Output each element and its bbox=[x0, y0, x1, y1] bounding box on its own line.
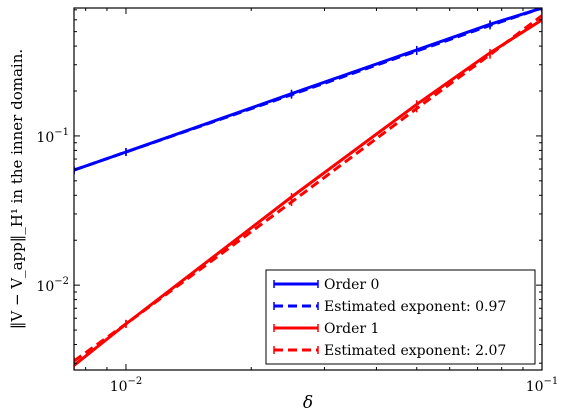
x-tick-label: 10−2 bbox=[110, 376, 143, 395]
plot-frame bbox=[73, 7, 543, 371]
legend-label-0: Order 0 bbox=[324, 277, 379, 293]
y-tick-label: 10−1 bbox=[36, 127, 69, 146]
legend-label-3: Estimated exponent: 2.07 bbox=[324, 343, 506, 359]
x-axis-label: δ bbox=[303, 393, 313, 413]
legend: Order 0 Estimated exponent: 0.97 Order 1 Es… bbox=[265, 269, 536, 365]
legend-label-1: Estimated exponent: 0.97 bbox=[324, 299, 506, 315]
legend-box bbox=[265, 269, 536, 365]
plot-series bbox=[74, 8, 542, 370]
axis-ticks: 10−2 10−1 10−2 10−1 bbox=[36, 8, 558, 395]
series-line-1 bbox=[74, 8, 542, 172]
legend-label-2: Order 1 bbox=[324, 321, 379, 337]
series-line-2 bbox=[74, 18, 542, 367]
y-tick-label: 10−2 bbox=[36, 276, 69, 295]
x-tick-label: 10−1 bbox=[526, 376, 559, 395]
y-axis-label: ‖V − V_app‖_H¹ in the inner domain. bbox=[8, 49, 26, 329]
